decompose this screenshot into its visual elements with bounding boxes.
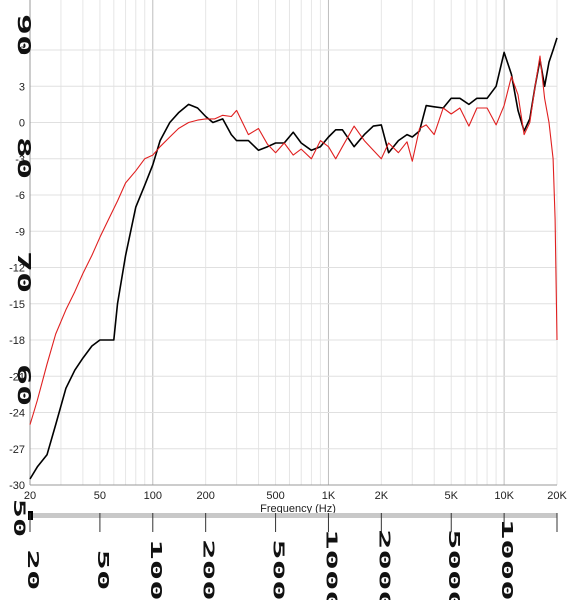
scan-left-label: 90	[14, 14, 35, 56]
scan-corner-label: 50	[10, 499, 28, 538]
y-tick-label: 3	[19, 81, 25, 93]
y-tick-label: -27	[9, 444, 25, 456]
scan-bottom-labels: 20 50 100 200 500 1000 2000 5000 10000	[24, 519, 515, 600]
scan-bottom-label: 20	[24, 550, 41, 591]
x-tick-label: 10K	[494, 490, 514, 502]
scan-bottom-label: 100	[147, 539, 164, 600]
y-tick-label: -3	[15, 154, 25, 166]
x-tick-label: 200	[196, 490, 214, 502]
x-tick-label: 1K	[322, 490, 336, 502]
y-tick-label: -15	[9, 299, 25, 311]
series-line-1	[29, 37, 558, 480]
scan-bottom-label: 2000	[375, 529, 392, 600]
x-tick-label: 2K	[375, 490, 389, 502]
scan-ruler	[28, 511, 558, 532]
x-axis-title: Frequency (Hz)	[260, 503, 336, 515]
y-tick-label: -21	[9, 371, 25, 383]
scan-left-label: 80	[14, 137, 35, 179]
series-line-2	[29, 55, 558, 425]
y-tick-label: -24	[9, 408, 25, 420]
y-tick-label: -18	[9, 335, 25, 347]
scan-bottom-label: 500	[270, 539, 287, 600]
grid	[29, 0, 558, 486]
x-tick-labels: 20 50 100 200 500 1K 2K 5K 10K 20K	[24, 490, 567, 502]
scan-bottom-label: 200	[200, 539, 217, 600]
x-tick-label: 100	[144, 490, 162, 502]
scan-bottom-label: 10000	[498, 519, 515, 600]
scan-left-label: 60	[14, 364, 35, 406]
y-tick-label: 6	[19, 45, 25, 57]
scan-bottom-label: 1000	[323, 529, 340, 600]
y-tick-label: -30	[9, 480, 25, 492]
x-tick-label: 5K	[445, 490, 459, 502]
y-tick-label: -6	[15, 190, 25, 202]
scan-bottom-label: 50	[94, 550, 111, 591]
series-layer	[29, 37, 558, 480]
y-tick-label: -9	[15, 226, 25, 238]
scan-bottom-label: 5000	[445, 529, 462, 600]
y-tick-label: 0	[19, 118, 25, 130]
x-tick-label: 500	[266, 490, 284, 502]
ruler-bar	[30, 513, 557, 518]
y-tick-label: -12	[9, 263, 25, 275]
x-tick-label: 20	[24, 490, 36, 502]
x-tick-label: 20K	[547, 490, 567, 502]
x-tick-label: 50	[94, 490, 106, 502]
scan-left-label: 70	[14, 251, 35, 293]
y-tick-labels: 6 3 0 -3 -6 -9 -12 -15 -18 -21 -24 -27 -30	[9, 45, 25, 492]
